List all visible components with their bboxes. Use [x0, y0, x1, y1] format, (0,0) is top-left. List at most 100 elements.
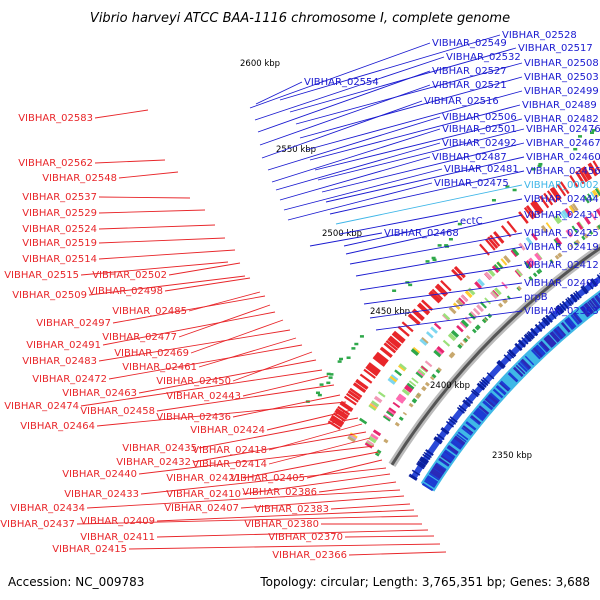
leader-line-left	[112, 295, 266, 324]
leader-line-left	[240, 495, 405, 509]
leader-line-right	[359, 264, 523, 291]
leader-line-left	[330, 503, 411, 510]
gene-feature	[520, 358, 532, 370]
leader-line-right	[325, 156, 525, 203]
gene-feature	[431, 373, 437, 379]
gene-feature	[534, 252, 542, 262]
leader-line-right	[363, 282, 523, 305]
gene-feature	[436, 346, 445, 354]
gene-feature	[500, 258, 508, 266]
gene-feature	[415, 394, 421, 400]
gene-feature	[498, 359, 506, 368]
gene-feature	[575, 290, 582, 299]
leader-line-right	[369, 296, 523, 319]
gene-label-right: VIBHAR_02476	[526, 124, 600, 135]
gene-feature	[390, 374, 399, 381]
leader-line-right	[349, 232, 523, 265]
gene-feature	[573, 241, 578, 246]
gene-feature	[347, 390, 361, 401]
gene-feature	[500, 380, 511, 391]
gene-feature	[411, 398, 418, 404]
gene-feature	[462, 425, 474, 435]
gene-feature	[368, 362, 381, 373]
gene-feature	[448, 237, 453, 241]
gene-label-left: VIBHAR_02485	[112, 306, 187, 317]
gene-feature	[502, 298, 508, 304]
leader-line-right	[275, 142, 441, 191]
gene-feature	[418, 302, 431, 314]
leader-line-left	[80, 369, 323, 407]
gene-feature	[450, 329, 460, 338]
gene-feature	[408, 474, 417, 481]
gene-feature	[526, 332, 534, 340]
gene-feature	[477, 407, 488, 417]
gene-feature	[470, 390, 479, 398]
gene-feature	[450, 351, 456, 357]
gene-feature	[588, 299, 598, 311]
gene-feature	[532, 272, 538, 278]
gene-feature	[326, 381, 331, 385]
gene-label-left: VIBHAR_02469	[114, 348, 189, 359]
gene-feature	[340, 400, 354, 411]
gene-feature	[366, 364, 379, 375]
gene-feature	[401, 321, 414, 333]
gene-feature	[387, 377, 396, 385]
gene-feature	[399, 363, 407, 371]
gene-label-left: VIBHAR_02458	[80, 406, 155, 417]
gene-feature	[484, 271, 493, 280]
gene-feature	[383, 414, 392, 422]
gene-label-left: VIBHAR_02410	[166, 489, 241, 500]
leader-line-left	[88, 275, 246, 296]
gene-label-right: VIBHAR_02499	[524, 86, 599, 97]
gene-feature	[579, 306, 590, 318]
gene-feature	[377, 391, 386, 398]
gene-feature	[428, 472, 440, 481]
gene-label-right: VIBHAR_02475	[434, 178, 509, 189]
leader-line-left	[242, 375, 329, 397]
leader-line-right	[283, 168, 443, 211]
gene-label-left: VIBHAR_02370	[268, 532, 343, 543]
gene-feature	[339, 402, 353, 413]
gene-feature	[468, 312, 476, 320]
gene-feature	[380, 346, 393, 358]
gene-feature	[394, 422, 400, 427]
gene-feature	[528, 276, 534, 281]
gene-feature	[582, 285, 589, 294]
gene-feature	[461, 426, 472, 436]
gene-feature	[465, 421, 477, 431]
gene-feature	[518, 242, 526, 251]
gene-feature	[564, 207, 572, 217]
gene-feature	[473, 411, 484, 421]
gene-feature	[335, 408, 349, 418]
gene-feature	[423, 451, 432, 459]
gene-label-left: VIBHAR_02432	[116, 457, 191, 468]
gene-feature	[420, 456, 429, 463]
gene-feature	[417, 392, 422, 397]
gene-label-right: VIBHAR_02425	[524, 228, 599, 239]
gene-feature	[591, 189, 599, 199]
gene-feature	[351, 347, 356, 350]
gene-feature	[590, 279, 597, 288]
gene-feature	[581, 167, 591, 181]
gene-label-right: VIBHAR_02412	[524, 260, 599, 271]
gene-feature	[489, 392, 501, 403]
gene-feature	[592, 160, 600, 174]
gene-feature	[553, 238, 560, 247]
leader-line-left	[94, 159, 166, 164]
gene-label-right: VIBHAR_02487	[432, 152, 507, 163]
gene-feature	[402, 411, 407, 416]
leader-line-left	[76, 515, 419, 525]
gene-feature	[596, 294, 600, 301]
gene-feature	[359, 373, 373, 384]
gene-label-left: VIBHAR_02483	[22, 356, 97, 367]
gene-feature	[490, 291, 498, 299]
gene-feature	[561, 209, 569, 219]
gene-feature	[569, 294, 577, 303]
gene-label-left: VIBHAR_02443	[166, 391, 241, 402]
gene-label-left: VIBHAR_02433	[64, 489, 139, 500]
gene-label-right: VIBHAR_02419	[524, 242, 599, 253]
gene-feature	[477, 382, 486, 390]
gene-feature	[503, 255, 511, 264]
gene-feature	[539, 195, 550, 209]
leader-line-left	[80, 261, 229, 276]
